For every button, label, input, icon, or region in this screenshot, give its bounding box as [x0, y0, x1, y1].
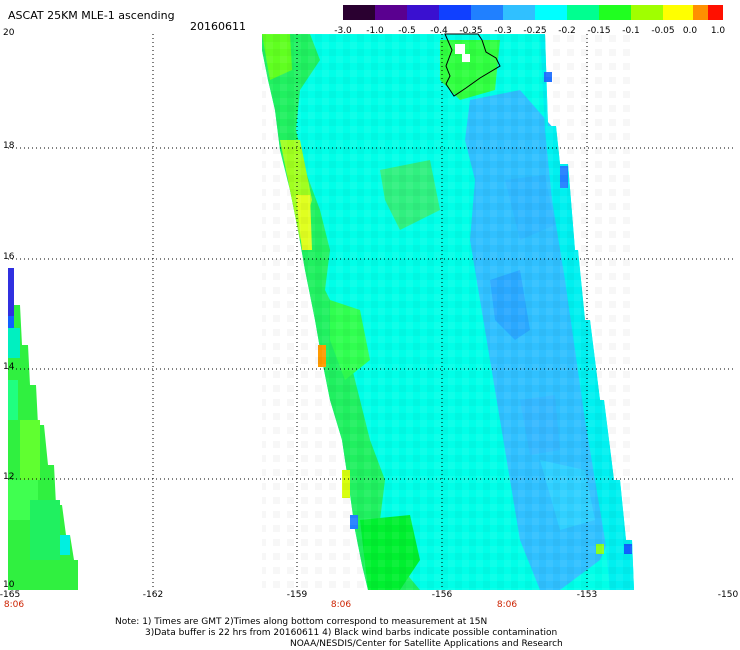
cb-9	[631, 5, 663, 20]
cb-label-3: -0.4	[430, 26, 448, 36]
colorbar	[343, 5, 723, 20]
cb-label-0: -3.0	[334, 26, 352, 36]
lon-label-156: -156	[431, 590, 453, 600]
cb-label-11: 0.0	[682, 26, 698, 36]
lon-label-159: -159	[286, 590, 308, 600]
cb-4	[471, 5, 503, 20]
note-line-3: NOAA/NESDIS/Center for Satellite Applica…	[290, 639, 563, 649]
time-label-0: 8:06	[3, 600, 25, 610]
lon-label-153: -153	[576, 590, 598, 600]
cb-label-9: -0.1	[622, 26, 640, 36]
cb-0	[343, 5, 375, 20]
cb-label-10: -0.05	[651, 26, 675, 36]
lat-label-10: 10	[3, 580, 15, 590]
cb-8	[599, 5, 631, 20]
note-line-2: 3)Data buffer is 22 hrs from 20160611 4)…	[145, 628, 558, 638]
cb-label-6: -0.25	[523, 26, 547, 36]
cb-7	[567, 5, 599, 20]
grid-lines	[8, 34, 736, 590]
swath-main	[262, 33, 634, 590]
cb-12	[708, 5, 723, 20]
lat-label-12: 12	[3, 472, 15, 482]
time-label-1: 8:06	[330, 600, 352, 610]
cb-label-1: -1.0	[366, 26, 384, 36]
cb-label-7: -0.2	[558, 26, 576, 36]
map-date: 20160611	[190, 20, 246, 33]
lat-label-16: 16	[3, 252, 15, 262]
cb-label-4: -0.35	[459, 26, 483, 36]
cb-1	[375, 5, 407, 20]
lon-label-165: -165	[0, 590, 21, 600]
lat-label-18: 18	[3, 141, 15, 151]
cb-label-12: 1.0	[710, 26, 726, 36]
lat-label-14: 14	[3, 362, 15, 372]
cb-label-5: -0.3	[494, 26, 512, 36]
cb-label-8: -0.15	[587, 26, 611, 36]
cb-3	[439, 5, 471, 20]
swath-left	[8, 268, 78, 590]
cb-11	[693, 5, 708, 20]
lon-label-150: -150	[717, 590, 739, 600]
map-title: ASCAT 25KM MLE-1 ascending	[8, 9, 175, 22]
cb-2	[407, 5, 439, 20]
cb-label-2: -0.5	[398, 26, 416, 36]
cb-10	[663, 5, 693, 20]
cb-6	[535, 5, 567, 20]
time-label-2: 8:06	[496, 600, 518, 610]
lat-label-20: 20	[3, 28, 15, 38]
note-line-1: Note: 1) Times are GMT 2)Times along bot…	[115, 617, 488, 627]
lon-label-162: -162	[142, 590, 164, 600]
cb-5	[503, 5, 535, 20]
